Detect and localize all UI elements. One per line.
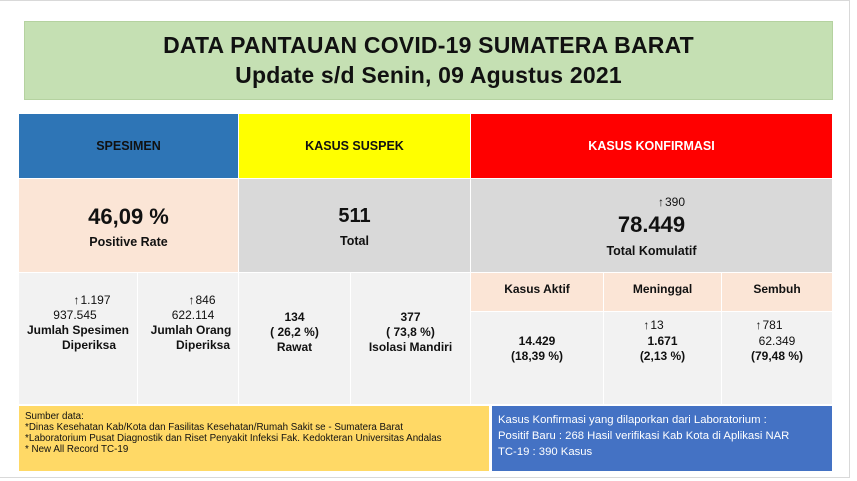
bottom-border-line	[0, 477, 850, 478]
sembuh-label: Sembuh	[753, 282, 801, 296]
rawat-cell: 134 ( 26,2 %) Rawat	[239, 273, 350, 404]
kasus-aktif-pct: (18,39 %)	[510, 349, 564, 363]
positive-rate-panel: 46,09 % Positive Rate	[19, 179, 238, 272]
arrow-up-icon: ↑	[755, 318, 762, 332]
jumlah-orang-value: 622.114	[171, 308, 215, 322]
top-border-line	[0, 0, 850, 1]
konfirmasi-header-label: KASUS KONFIRMASI	[588, 139, 715, 153]
suspek-header: KASUS SUSPEK	[239, 114, 470, 178]
kasus-aktif-label: Kasus Aktif	[504, 282, 570, 296]
rawat-pct: ( 26,2 %)	[270, 325, 319, 339]
kasus-aktif-cell: 14.429 (18,39 %)	[471, 312, 603, 404]
suspek-total-label: Total	[340, 234, 369, 248]
nar-note-line-2: Positif Baru : 268 Hasil verifikasi Kab …	[498, 430, 790, 442]
jumlah-orang-label-1: Jumlah Orang	[150, 323, 232, 337]
konfirmasi-increase-value: 390	[664, 194, 686, 209]
meninggal-value: 1.671	[647, 334, 678, 348]
source-line-1: *Dinas Kesehatan Kab/Kota dan Fasilitas …	[25, 422, 403, 433]
rawat-value: 134	[284, 310, 305, 324]
positive-rate-label: Positive Rate	[89, 234, 168, 249]
isolasi-label: Isolasi Mandiri	[368, 340, 453, 354]
kasus-aktif-value: 14.429	[518, 334, 556, 348]
meninggal-increase: ↑13	[643, 318, 663, 333]
meninggal-increase-value: 13	[650, 318, 664, 332]
arrow-up-icon: ↑	[657, 194, 664, 209]
rawat-label: Rawat	[276, 340, 313, 354]
meninggal-cell: ↑13 1.671 (2,13 %)	[604, 312, 721, 404]
right-border-line	[849, 0, 850, 478]
kasus-aktif-header: Kasus Aktif	[471, 273, 603, 311]
jumlah-orang-label-2: Diperiksa	[175, 338, 231, 352]
nar-note-line-1: Kasus Konfirmasi yang dilaporkan dari La…	[498, 414, 767, 426]
jumlah-spesimen-increase: ↑1.197	[73, 293, 110, 308]
positive-rate-value: 46,09 %	[88, 203, 169, 229]
isolasi-cell: 377 ( 73,8 %) Isolasi Mandiri	[351, 273, 470, 404]
jumlah-orang-increase: ↑846	[188, 293, 215, 308]
title-banner: DATA PANTAUAN COVID-19 SUMATERA BARAT Up…	[24, 21, 833, 100]
suspek-total-value: 511	[338, 205, 371, 227]
konfirmasi-increase: ↑390	[658, 194, 685, 210]
suspek-total-panel: 511 Total	[239, 179, 470, 272]
spesimen-header-label: SPESIMEN	[96, 139, 161, 153]
sembuh-cell: ↑781 62.349 (79,48 %)	[722, 312, 832, 404]
sembuh-pct: (79,48 %)	[750, 349, 804, 363]
sembuh-header: Sembuh	[722, 273, 832, 311]
konfirmasi-total-panel: ↑390 78.449 Total Komulatif	[471, 179, 832, 272]
jumlah-orang-increase-value: 846	[195, 293, 216, 307]
meninggal-label: Meninggal	[632, 282, 693, 296]
data-source-box: Sumber data: *Dinas Kesehatan Kab/Kota d…	[19, 406, 489, 471]
jumlah-spesimen-label-1: Jumlah Spesimen	[26, 323, 130, 337]
arrow-up-icon: ↑	[73, 293, 80, 307]
jumlah-orang-cell: ↑846 622.114 Jumlah Orang Diperiksa	[138, 273, 238, 404]
page-title: DATA PANTAUAN COVID-19 SUMATERA BARAT	[163, 31, 694, 58]
meninggal-pct: (2,13 %)	[639, 349, 686, 363]
arrow-up-icon: ↑	[188, 293, 195, 307]
konfirmasi-header: KASUS KONFIRMASI	[471, 114, 832, 178]
spesimen-header: SPESIMEN	[19, 114, 238, 178]
sembuh-value: 62.349	[758, 334, 796, 348]
konfirmasi-total-value: 78.449	[617, 211, 686, 237]
suspek-header-label: KASUS SUSPEK	[305, 139, 404, 153]
nar-note-line-3: TC-19 : 390 Kasus	[498, 446, 593, 458]
source-line-3: * New All Record TC-19	[25, 444, 129, 455]
sembuh-increase: ↑781	[755, 318, 782, 333]
source-heading: Sumber data:	[25, 411, 84, 422]
source-line-2: *Laboratorium Pusat Diagnostik dan Riset…	[25, 433, 442, 444]
isolasi-pct: ( 73,8 %)	[386, 325, 435, 339]
isolasi-value: 377	[400, 310, 421, 324]
arrow-up-icon: ↑	[643, 318, 650, 332]
page-subtitle-date: Update s/d Senin, 09 Agustus 2021	[235, 61, 622, 88]
sembuh-increase-value: 781	[762, 318, 783, 332]
jumlah-spesimen-label-2: Diperiksa	[61, 338, 117, 352]
konfirmasi-total-label: Total Komulatif	[606, 243, 697, 258]
meninggal-header: Meninggal	[604, 273, 721, 311]
jumlah-spesimen-value: 937.545	[53, 308, 97, 322]
nar-note-box: Kasus Konfirmasi yang dilaporkan dari La…	[492, 406, 832, 471]
jumlah-spesimen-increase-value: 1.197	[80, 293, 111, 307]
jumlah-spesimen-cell: ↑1.197 937.545 Jumlah Spesimen Diperiksa	[19, 273, 137, 404]
